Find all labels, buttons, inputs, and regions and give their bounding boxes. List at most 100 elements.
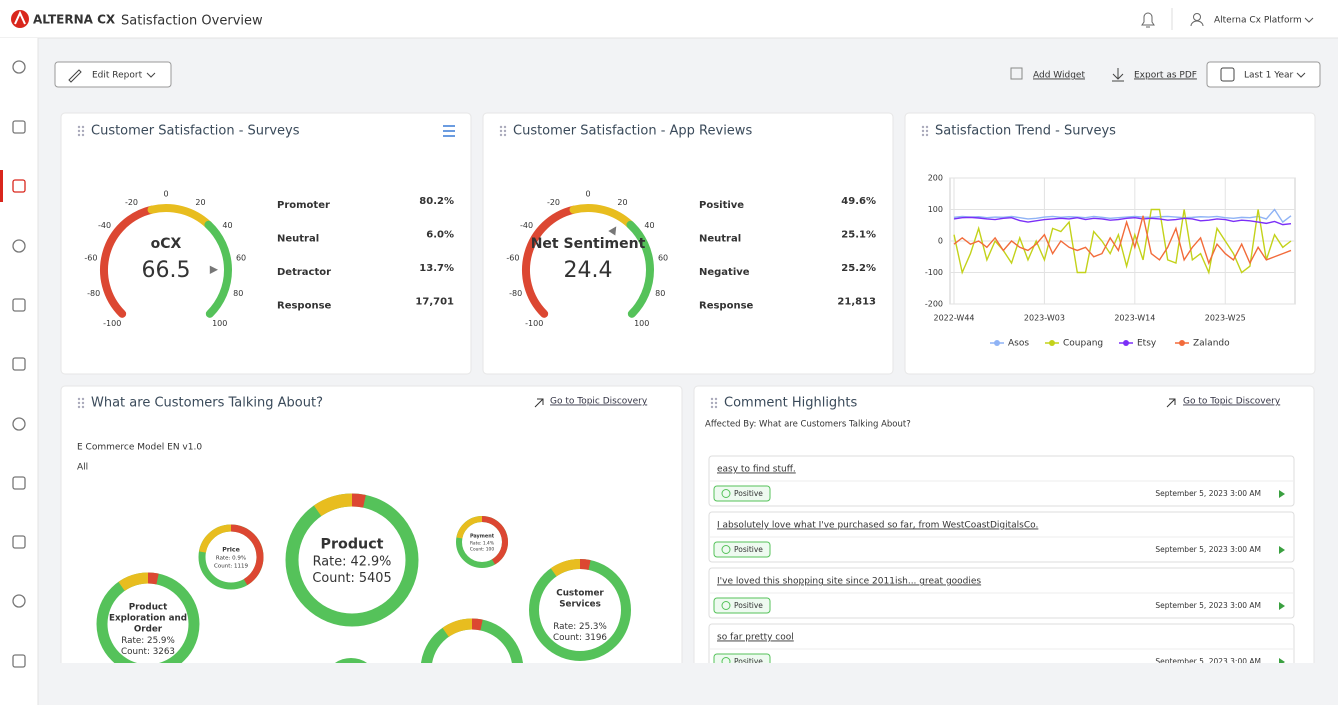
card-title: Customer Satisfaction - App Reviews (513, 124, 752, 139)
range-label[interactable]: Last 1 Year (1244, 71, 1294, 81)
sidebar-icon[interactable] (12, 239, 26, 253)
sidebar-icon[interactable] (12, 535, 26, 549)
comment-text[interactable]: I absolutely love what I've purchased so… (717, 521, 1038, 531)
drag-dot (77, 401, 81, 405)
stat-label: Neutral (699, 234, 741, 245)
gauge-value: 66.5 (142, 258, 191, 283)
sidebar-icon[interactable] (12, 654, 26, 668)
sidebar-icon[interactable] (12, 357, 26, 371)
sentiment-badge (713, 653, 771, 663)
edit-chevron (146, 72, 156, 78)
range-chevron (1296, 72, 1306, 78)
brand: ALTERNA CX (33, 13, 116, 27)
gauge-tick-label: 20 (617, 198, 627, 207)
sidebar-icon[interactable] (12, 594, 26, 608)
add-widget[interactable]: Add Widget (1033, 71, 1085, 81)
legend-marker (994, 340, 1000, 346)
gauge-tick-label: 100 (634, 319, 649, 328)
gauge-tick-label: 0 (163, 190, 168, 199)
bubble-segment (147, 572, 159, 585)
sidebar-icon[interactable] (12, 179, 26, 193)
drag-dot (710, 401, 714, 405)
play-icon[interactable] (1279, 602, 1285, 610)
add-widget-icon (1010, 67, 1023, 80)
comment-text[interactable]: easy to find stuff. (717, 465, 796, 475)
sidebar-icon[interactable] (12, 60, 26, 74)
legend-label[interactable]: Zalando (1193, 339, 1230, 349)
gauge-tick-label: 80 (655, 289, 665, 298)
bubble-name: Product Exploration and Order (109, 602, 187, 634)
gauge-label: Net Sentiment (531, 236, 646, 252)
gauge-tick-label: -60 (506, 254, 519, 263)
gauge-tick-label: 40 (222, 221, 232, 230)
export-pdf[interactable]: Export as PDF (1134, 71, 1197, 81)
user-name[interactable]: Alterna Cx Platform (1214, 16, 1302, 26)
sidebar-icon[interactable] (12, 298, 26, 312)
legend-label[interactable]: Coupang (1063, 339, 1103, 349)
gauge-card: Customer Satisfaction - App Reviews -100 -… (482, 112, 894, 375)
chart-title: Satisfaction Trend - Surveys (935, 124, 1116, 139)
y-tick-label: 200 (928, 174, 943, 183)
bubble-segment (550, 559, 581, 577)
comment-text[interactable]: I've loved this shopping site since 2011… (717, 577, 981, 587)
trend-card: Satisfaction Trend - Surveys -200 -100 0 100… (904, 112, 1316, 375)
gauge-tick-label: 0 (585, 190, 590, 199)
bubble-segment (313, 493, 353, 517)
comment-date: September 5, 2023 3:00 AM (1155, 601, 1261, 610)
sentiment-icon (721, 601, 731, 610)
comment-text[interactable]: so far pretty cool (717, 633, 794, 643)
edit-button-label[interactable]: Edit Report (92, 71, 143, 81)
bubble-segment (456, 516, 483, 539)
topic-link[interactable]: Go to Topic Discovery (550, 397, 648, 407)
legend-label[interactable]: Asos (1008, 339, 1029, 349)
sidebar (0, 38, 38, 705)
gauge-segment (569, 204, 635, 229)
series-line (953, 208, 1292, 224)
comment-subtitle: Affected By: What are Customers Talking … (705, 420, 911, 430)
settings-icon[interactable] (443, 125, 455, 137)
stat-label: Positive (699, 200, 744, 211)
gauge-segment (100, 205, 156, 318)
sentiment-label: Positive (734, 545, 763, 554)
stat-value: 13.7% (419, 263, 454, 274)
gauge-tick-label: 100 (212, 319, 227, 328)
drag-dot (77, 129, 81, 133)
play-icon[interactable] (1279, 658, 1285, 666)
gauge-tick-label: -40 (520, 221, 533, 230)
comment-date: September 5, 2023 3:00 AM (1155, 489, 1261, 498)
legend-label[interactable]: Etsy (1137, 339, 1157, 349)
sidebar-active (0, 170, 3, 202)
bubble-count: Count: 5405 (312, 571, 391, 586)
play-icon[interactable] (1279, 490, 1285, 498)
stat-value: 80.2% (419, 196, 454, 207)
sidebar-icon[interactable] (12, 417, 26, 431)
drag-dot (710, 405, 714, 409)
card-title: Customer Satisfaction - Surveys (91, 124, 300, 139)
gauge-tick-label: 40 (644, 221, 654, 230)
bubble-segment (481, 516, 508, 565)
bubble-count: Count: 3196 (553, 633, 607, 643)
gauge-marker (608, 226, 617, 236)
bell-icon[interactable] (1141, 12, 1155, 28)
edit-button[interactable] (54, 61, 172, 88)
drag-dot (499, 133, 503, 137)
gauge-tick-label: 60 (236, 254, 246, 263)
bubble-name: Price (222, 546, 240, 553)
gauge-label: oCX (151, 236, 182, 252)
play-icon[interactable] (1279, 546, 1285, 554)
drag-dot (925, 125, 929, 129)
pencil-icon (68, 69, 82, 83)
x-tick-label: 2022-W44 (933, 314, 974, 323)
sidebar-icon[interactable] (12, 476, 26, 490)
sidebar-icon[interactable] (12, 120, 26, 134)
x-tick-label: 2023-W25 (1205, 314, 1246, 323)
comment-date: September 5, 2023 3:00 AM (1155, 545, 1261, 554)
bubble-name: Product (321, 536, 384, 552)
range-button[interactable] (1206, 61, 1321, 88)
sentiment-icon (721, 657, 731, 663)
comment-link[interactable]: Go to Topic Discovery (1183, 397, 1281, 407)
gauge-tick-label: -100 (103, 319, 121, 328)
user-chevron[interactable] (1304, 17, 1314, 23)
stat-value: 21,813 (837, 297, 876, 308)
drag-dot (503, 129, 507, 133)
